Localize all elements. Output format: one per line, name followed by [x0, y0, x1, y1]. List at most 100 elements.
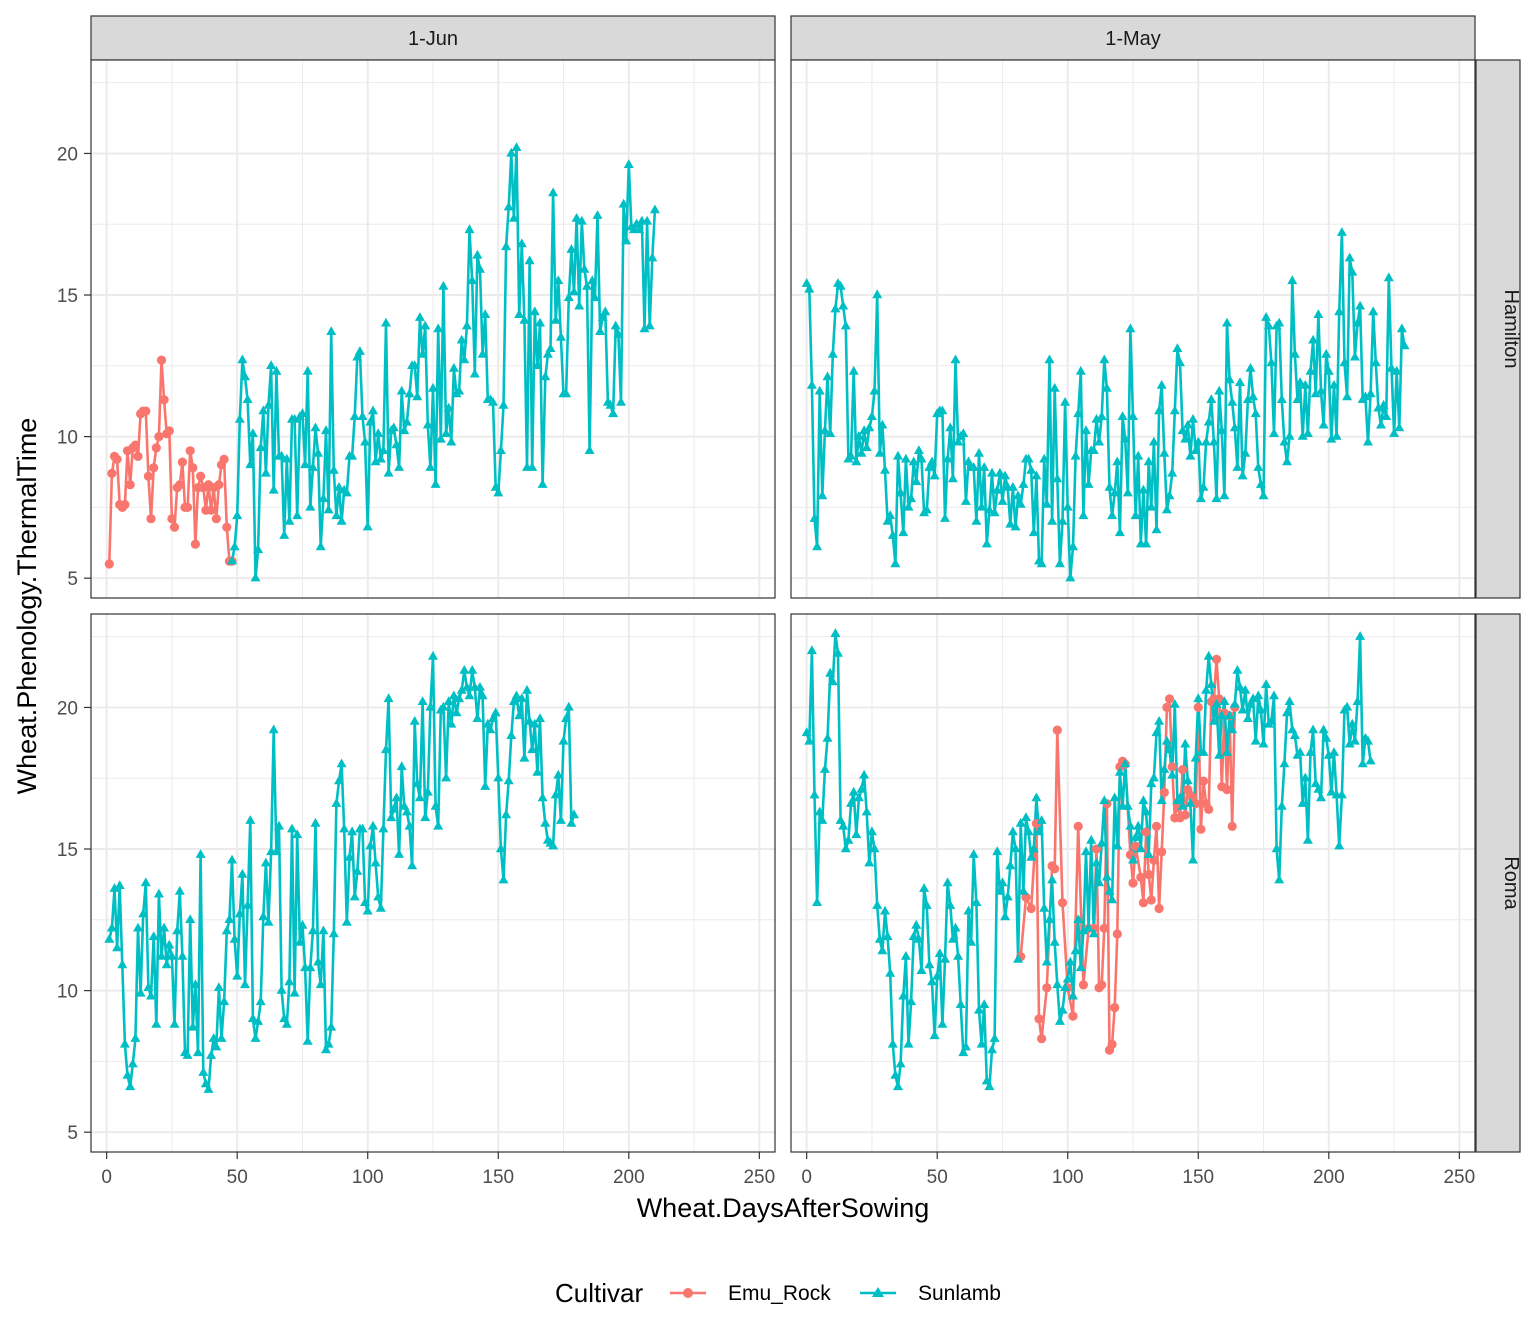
data-point [146, 514, 156, 524]
data-point [1245, 363, 1256, 372]
data-point [153, 888, 164, 898]
data-point [1318, 724, 1329, 734]
data-point [1396, 323, 1407, 333]
data-point [1122, 487, 1133, 497]
data-point [553, 769, 564, 779]
data-point [1167, 762, 1177, 772]
data-point [245, 815, 256, 824]
data-point [1167, 769, 1178, 779]
data-point [310, 817, 321, 827]
data-point [1300, 380, 1311, 389]
data-point [422, 419, 433, 429]
data-point [159, 395, 169, 405]
data-point [1156, 380, 1167, 389]
data-point [1180, 433, 1191, 443]
data-point [409, 360, 420, 369]
data-point [383, 693, 394, 703]
series-group [801, 227, 1410, 582]
data-point [1154, 903, 1164, 914]
data-point [1109, 487, 1120, 497]
data-point [529, 718, 540, 728]
data-point [1318, 419, 1329, 429]
data-point [229, 934, 240, 943]
data-point [1091, 857, 1102, 867]
data-point [997, 877, 1008, 887]
panels [90, 59, 1476, 1153]
data-point [600, 306, 611, 316]
data-point [522, 684, 532, 694]
data-point [143, 982, 154, 991]
data-point [475, 263, 485, 273]
data-point [950, 354, 961, 364]
x-tick-label: 150 [1182, 1167, 1214, 1188]
data-point [388, 803, 399, 813]
data-point [804, 283, 815, 293]
data-point [119, 1038, 130, 1048]
data-point [919, 883, 930, 892]
data-point [498, 399, 509, 409]
data-point [1073, 408, 1084, 418]
data-point [1144, 869, 1154, 880]
data-point [1389, 428, 1400, 437]
data-point [417, 348, 428, 358]
data-point [281, 453, 292, 463]
data-point [1394, 422, 1405, 432]
data-point [1352, 696, 1363, 705]
data-point [840, 320, 851, 330]
data-point [1169, 405, 1180, 415]
data-point [1227, 724, 1238, 734]
data-point [318, 925, 329, 935]
data-point [817, 490, 828, 500]
data-point [519, 752, 530, 762]
data-point [1112, 929, 1122, 939]
data-point [1271, 843, 1282, 853]
data-point [835, 280, 846, 290]
data-point [1211, 654, 1222, 664]
data-point [234, 908, 245, 918]
data-point [388, 422, 399, 432]
data-point [151, 443, 161, 453]
data-point [809, 513, 820, 522]
data-point [461, 320, 472, 330]
data-point [154, 432, 164, 442]
data-point [527, 462, 538, 471]
data-point [1091, 414, 1102, 423]
data-point [1062, 501, 1073, 511]
data-point [571, 213, 582, 222]
data-point [1323, 750, 1334, 759]
data-point [1128, 411, 1138, 420]
data-point [1083, 922, 1094, 932]
data-point [488, 713, 498, 722]
data-point [1049, 936, 1060, 946]
data-point [448, 690, 459, 700]
data-point [866, 411, 877, 420]
data-point [1068, 990, 1078, 1000]
data-point [1141, 827, 1151, 837]
data-point [1133, 450, 1144, 460]
data-point [1075, 962, 1086, 972]
data-point [827, 676, 838, 686]
data-point [169, 1019, 180, 1028]
data-point [1117, 411, 1128, 420]
data-point [166, 951, 177, 960]
data-point [963, 905, 974, 915]
data-point [404, 820, 415, 830]
data-point [219, 996, 230, 1006]
data-point [1161, 504, 1172, 514]
data-point [1078, 980, 1088, 990]
data-point [1159, 764, 1170, 773]
data-point [459, 665, 470, 674]
data-point [1146, 778, 1157, 788]
data-point [1250, 408, 1261, 418]
data-point [211, 514, 221, 524]
data-point [456, 334, 467, 344]
data-point [1198, 776, 1209, 786]
data-point [1081, 425, 1091, 435]
data-point [582, 280, 592, 290]
data-point [1219, 490, 1230, 500]
data-point [1334, 306, 1345, 316]
data-point [864, 422, 875, 432]
data-point [112, 942, 123, 952]
data-point [890, 558, 901, 568]
data-point [409, 716, 420, 725]
